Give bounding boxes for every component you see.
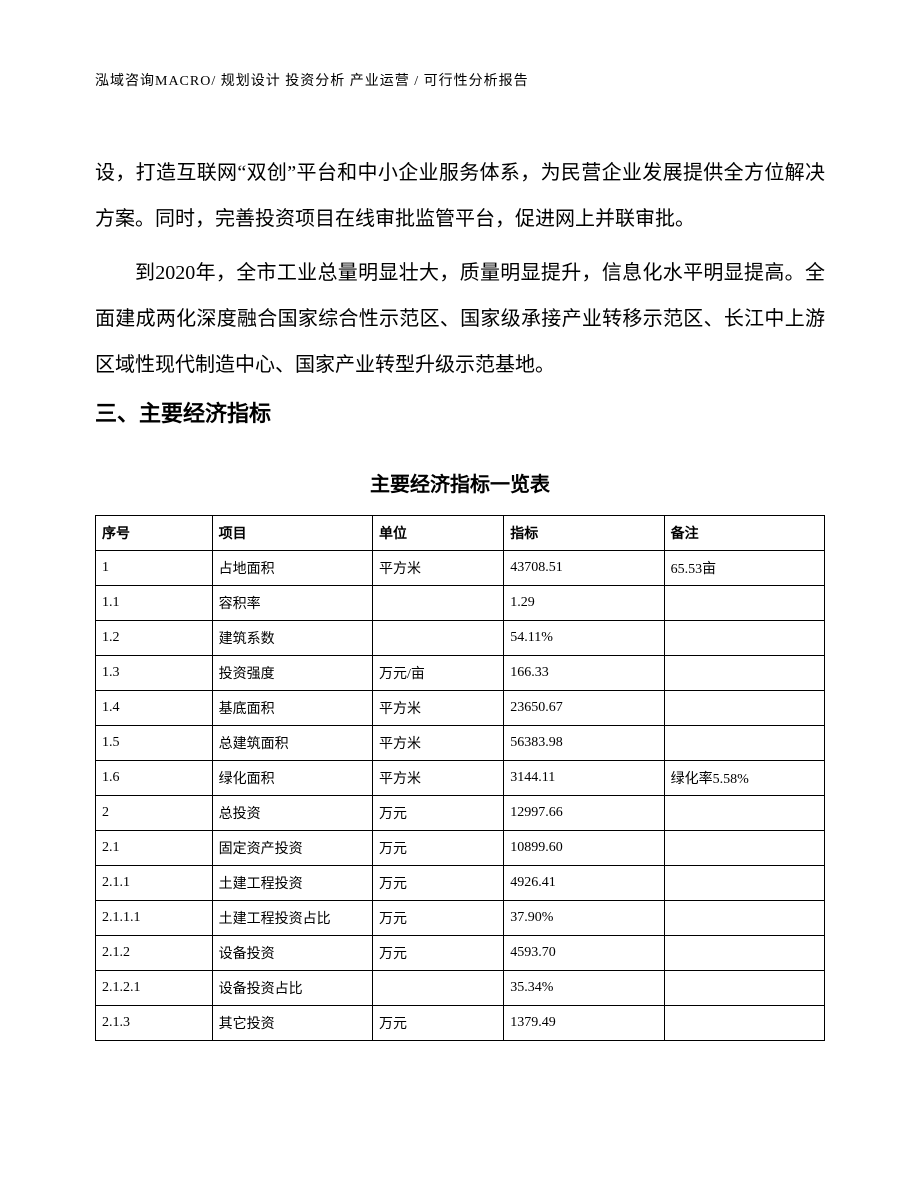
cell-item: 土建工程投资 (212, 866, 372, 901)
cell-value: 4593.70 (504, 936, 664, 971)
col-header-seq: 序号 (96, 516, 213, 551)
document-page: 泓域咨询MACRO/ 规划设计 投资分析 产业运营 / 可行性分析报告 设，打造… (0, 0, 920, 1101)
cell-item: 设备投资 (212, 936, 372, 971)
table-row: 1.4 基底面积 平方米 23650.67 (96, 691, 825, 726)
table-row: 2.1.1 土建工程投资 万元 4926.41 (96, 866, 825, 901)
table-row: 2.1.3 其它投资 万元 1379.49 (96, 1006, 825, 1041)
cell-seq: 2.1.1.1 (96, 901, 213, 936)
table-body: 1 占地面积 平方米 43708.51 65.53亩 1.1 容积率 1.29 … (96, 551, 825, 1041)
cell-seq: 2.1 (96, 831, 213, 866)
col-header-item: 项目 (212, 516, 372, 551)
table-row: 1.6 绿化面积 平方米 3144.11 绿化率5.58% (96, 761, 825, 796)
col-header-value: 指标 (504, 516, 664, 551)
cell-value: 3144.11 (504, 761, 664, 796)
cell-item: 总建筑面积 (212, 726, 372, 761)
table-row: 1.1 容积率 1.29 (96, 586, 825, 621)
cell-unit: 万元 (373, 1006, 504, 1041)
cell-value: 1379.49 (504, 1006, 664, 1041)
paragraph-2: 到2020年，全市工业总量明显壮大，质量明显提升，信息化水平明显提高。全面建成两… (95, 250, 825, 388)
cell-item: 设备投资占比 (212, 971, 372, 1006)
cell-seq: 2.1.3 (96, 1006, 213, 1041)
cell-item: 绿化面积 (212, 761, 372, 796)
cell-seq: 1.6 (96, 761, 213, 796)
table-header-row: 序号 项目 单位 指标 备注 (96, 516, 825, 551)
cell-seq: 1.4 (96, 691, 213, 726)
cell-unit: 万元 (373, 831, 504, 866)
cell-unit (373, 621, 504, 656)
cell-seq: 1.1 (96, 586, 213, 621)
section-heading: 三、主要经济指标 (95, 396, 825, 428)
cell-note: 绿化率5.58% (664, 761, 824, 796)
cell-value: 166.33 (504, 656, 664, 691)
table-row: 1 占地面积 平方米 43708.51 65.53亩 (96, 551, 825, 586)
cell-note (664, 726, 824, 761)
cell-value: 37.90% (504, 901, 664, 936)
cell-seq: 1.5 (96, 726, 213, 761)
cell-value: 56383.98 (504, 726, 664, 761)
col-header-unit: 单位 (373, 516, 504, 551)
cell-unit: 万元 (373, 866, 504, 901)
cell-item: 固定资产投资 (212, 831, 372, 866)
cell-value: 4926.41 (504, 866, 664, 901)
cell-seq: 1.2 (96, 621, 213, 656)
economic-indicators-table: 序号 项目 单位 指标 备注 1 占地面积 平方米 43708.51 65.53… (95, 515, 825, 1041)
cell-note (664, 691, 824, 726)
cell-unit: 平方米 (373, 551, 504, 586)
cell-seq: 1 (96, 551, 213, 586)
table-row: 2.1 固定资产投资 万元 10899.60 (96, 831, 825, 866)
cell-seq: 2.1.2 (96, 936, 213, 971)
cell-item: 总投资 (212, 796, 372, 831)
cell-value: 1.29 (504, 586, 664, 621)
cell-note (664, 796, 824, 831)
cell-item: 建筑系数 (212, 621, 372, 656)
cell-note: 65.53亩 (664, 551, 824, 586)
cell-item: 其它投资 (212, 1006, 372, 1041)
cell-value: 54.11% (504, 621, 664, 656)
cell-item: 投资强度 (212, 656, 372, 691)
cell-unit: 平方米 (373, 691, 504, 726)
cell-unit: 万元 (373, 796, 504, 831)
cell-seq: 2.1.1 (96, 866, 213, 901)
cell-seq: 2 (96, 796, 213, 831)
cell-note (664, 901, 824, 936)
cell-item: 容积率 (212, 586, 372, 621)
cell-item: 基底面积 (212, 691, 372, 726)
cell-note (664, 1006, 824, 1041)
cell-note (664, 621, 824, 656)
cell-note (664, 866, 824, 901)
cell-item: 土建工程投资占比 (212, 901, 372, 936)
table-row: 1.5 总建筑面积 平方米 56383.98 (96, 726, 825, 761)
cell-note (664, 936, 824, 971)
cell-unit: 万元 (373, 936, 504, 971)
cell-value: 23650.67 (504, 691, 664, 726)
table-row: 2.1.2.1 设备投资占比 35.34% (96, 971, 825, 1006)
col-header-note: 备注 (664, 516, 824, 551)
cell-unit: 万元 (373, 901, 504, 936)
cell-value: 43708.51 (504, 551, 664, 586)
cell-seq: 2.1.2.1 (96, 971, 213, 1006)
cell-unit: 平方米 (373, 761, 504, 796)
cell-value: 10899.60 (504, 831, 664, 866)
paragraph-1: 设，打造互联网“双创”平台和中小企业服务体系，为民营企业发展提供全方位解决方案。… (95, 150, 825, 242)
cell-unit (373, 586, 504, 621)
cell-note (664, 971, 824, 1006)
cell-unit (373, 971, 504, 1006)
table-row: 1.2 建筑系数 54.11% (96, 621, 825, 656)
cell-unit: 万元/亩 (373, 656, 504, 691)
table-title: 主要经济指标一览表 (95, 468, 825, 497)
page-header: 泓域咨询MACRO/ 规划设计 投资分析 产业运营 / 可行性分析报告 (95, 70, 825, 90)
table-row: 2.1.2 设备投资 万元 4593.70 (96, 936, 825, 971)
cell-note (664, 586, 824, 621)
table-row: 2.1.1.1 土建工程投资占比 万元 37.90% (96, 901, 825, 936)
cell-unit: 平方米 (373, 726, 504, 761)
cell-note (664, 831, 824, 866)
cell-seq: 1.3 (96, 656, 213, 691)
cell-value: 12997.66 (504, 796, 664, 831)
cell-value: 35.34% (504, 971, 664, 1006)
cell-item: 占地面积 (212, 551, 372, 586)
cell-note (664, 656, 824, 691)
table-row: 2 总投资 万元 12997.66 (96, 796, 825, 831)
table-row: 1.3 投资强度 万元/亩 166.33 (96, 656, 825, 691)
